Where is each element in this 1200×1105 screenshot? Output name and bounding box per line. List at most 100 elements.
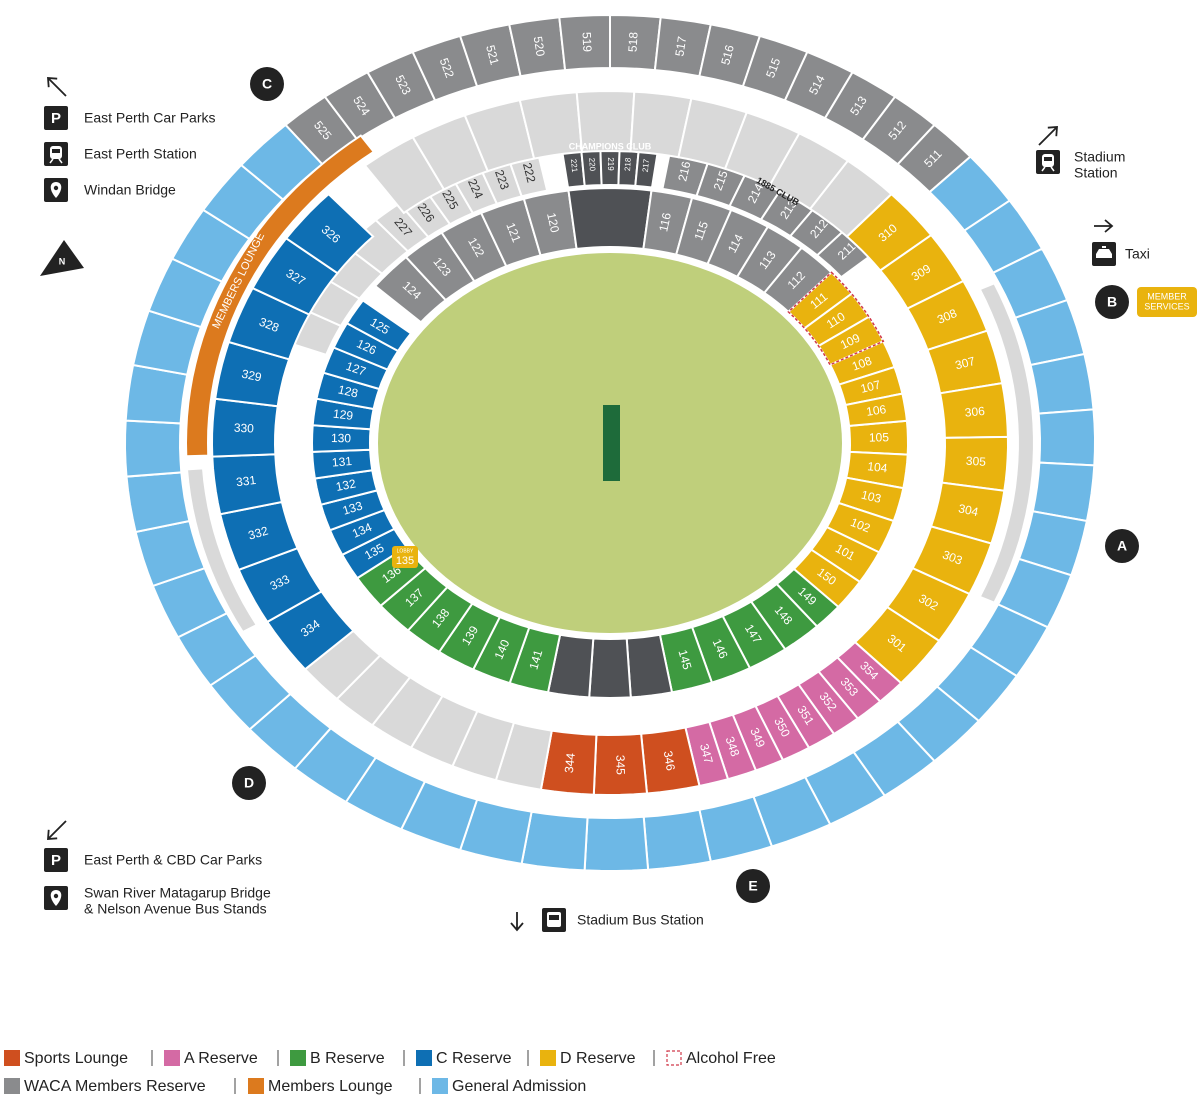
section-label: 329 <box>240 367 263 385</box>
section-label: 132 <box>335 476 358 494</box>
pin-icon <box>53 893 59 899</box>
direction-arrow <box>1038 126 1058 146</box>
legend-swatch <box>290 1050 306 1066</box>
direction-label: Stadium Bus Station <box>577 912 704 928</box>
section-label: 218 <box>623 157 633 171</box>
section-label: 215 <box>711 168 731 192</box>
taxi-icon <box>1102 246 1106 248</box>
lobby-badge <box>392 546 418 568</box>
legend-swatch <box>248 1078 264 1094</box>
legend-label: C Reserve <box>436 1050 512 1067</box>
section-label: 344 <box>562 752 578 774</box>
lobby-number: 135 <box>396 555 414 567</box>
legend-swatch <box>432 1078 448 1094</box>
section-label: 306 <box>964 404 986 420</box>
seat-section <box>844 392 909 427</box>
train-icon <box>49 158 63 164</box>
legend-label: B Reserve <box>310 1050 385 1067</box>
pitch <box>603 405 620 481</box>
member-services-badge <box>1137 287 1197 317</box>
champions-club-label: CHAMPIONS CLUB <box>569 141 652 151</box>
direction-icon <box>44 106 68 130</box>
taxi-icon <box>1096 249 1112 258</box>
section-label: 516 <box>718 43 737 66</box>
direction-label: Stadium <box>1074 149 1125 165</box>
section-label: 345 <box>613 755 628 776</box>
direction-arrow <box>510 912 524 932</box>
seat-section <box>345 299 413 353</box>
section-label: 219 <box>606 157 615 171</box>
section-label: 303 <box>941 547 965 567</box>
section-label: 128 <box>337 382 360 400</box>
section-label: 129 <box>332 407 354 423</box>
alcohol-free-outline <box>787 271 885 366</box>
section-label: 116 <box>656 211 674 233</box>
section-label: 307 <box>954 354 977 373</box>
legend-label: D Reserve <box>560 1050 636 1067</box>
section-label: 331 <box>235 473 257 489</box>
direction-label: Taxi <box>1125 246 1150 262</box>
section-label: 518 <box>626 31 641 52</box>
section-label: 121 <box>503 221 523 245</box>
section-label: 332 <box>247 523 270 542</box>
section-label: 217 <box>641 158 651 173</box>
seat-section <box>808 159 893 238</box>
gate-marker-label: B <box>1107 294 1117 310</box>
gate-marker <box>736 869 770 903</box>
seat-section <box>583 815 650 873</box>
seat-section <box>123 419 183 478</box>
compass <box>40 240 84 276</box>
section-label: 216 <box>675 160 693 183</box>
gate-marker-label: C <box>262 76 272 92</box>
section-label: 133 <box>341 498 365 517</box>
direction-icon-text: P <box>51 110 61 127</box>
legend-label: A Reserve <box>184 1050 258 1067</box>
section-label: 120 <box>544 211 562 234</box>
gate-marker <box>1105 529 1139 563</box>
concourse-band <box>978 282 1035 604</box>
members-lounge <box>184 134 376 458</box>
concourse-band <box>185 467 259 634</box>
legend-label: Members Lounge <box>268 1078 393 1095</box>
direction-label: East Perth & CBD Car Parks <box>84 852 262 868</box>
section-label: 304 <box>957 501 980 519</box>
pin-icon <box>53 185 59 191</box>
legend-swatch <box>4 1078 20 1094</box>
direction-label: Station <box>1074 165 1118 181</box>
section-label: 222 <box>520 161 539 184</box>
section-label: 106 <box>865 402 887 419</box>
section-label: 305 <box>965 454 986 469</box>
gate-marker <box>232 766 266 800</box>
legend-label: General Admission <box>452 1078 586 1095</box>
seat-section <box>588 637 632 700</box>
section-label: 103 <box>860 488 883 507</box>
section-label: 107 <box>859 377 882 396</box>
section-label: 127 <box>344 359 368 379</box>
section-label: 102 <box>849 515 873 536</box>
section-label: 522 <box>437 56 457 80</box>
section-label: 105 <box>869 430 890 444</box>
section-label: 104 <box>867 459 889 475</box>
member-services-label: SERVICES <box>1144 301 1189 311</box>
gate-marker-label: E <box>748 878 757 894</box>
direction-label: East Perth Car Parks <box>84 110 216 126</box>
section-label: 108 <box>850 353 874 373</box>
direction-label: East Perth Station <box>84 146 197 162</box>
section-label: 520 <box>531 35 548 57</box>
legend-swatch <box>4 1050 20 1066</box>
seat-section <box>1029 352 1095 415</box>
seat-section <box>520 810 589 872</box>
legend-label: WACA Members Reserve <box>24 1078 206 1095</box>
direction-icon-text: P <box>51 852 61 869</box>
gate-marker-label: D <box>244 775 254 791</box>
legend-swatch <box>540 1050 556 1066</box>
seat-section <box>1037 408 1097 467</box>
legend-label: Sports Lounge <box>24 1050 128 1067</box>
direction-arrow <box>1094 219 1114 233</box>
direction-arrow <box>47 77 67 97</box>
section-label: 328 <box>257 315 281 335</box>
seat-section <box>284 192 375 275</box>
section-label: 515 <box>763 56 783 80</box>
seat-section <box>567 186 653 250</box>
